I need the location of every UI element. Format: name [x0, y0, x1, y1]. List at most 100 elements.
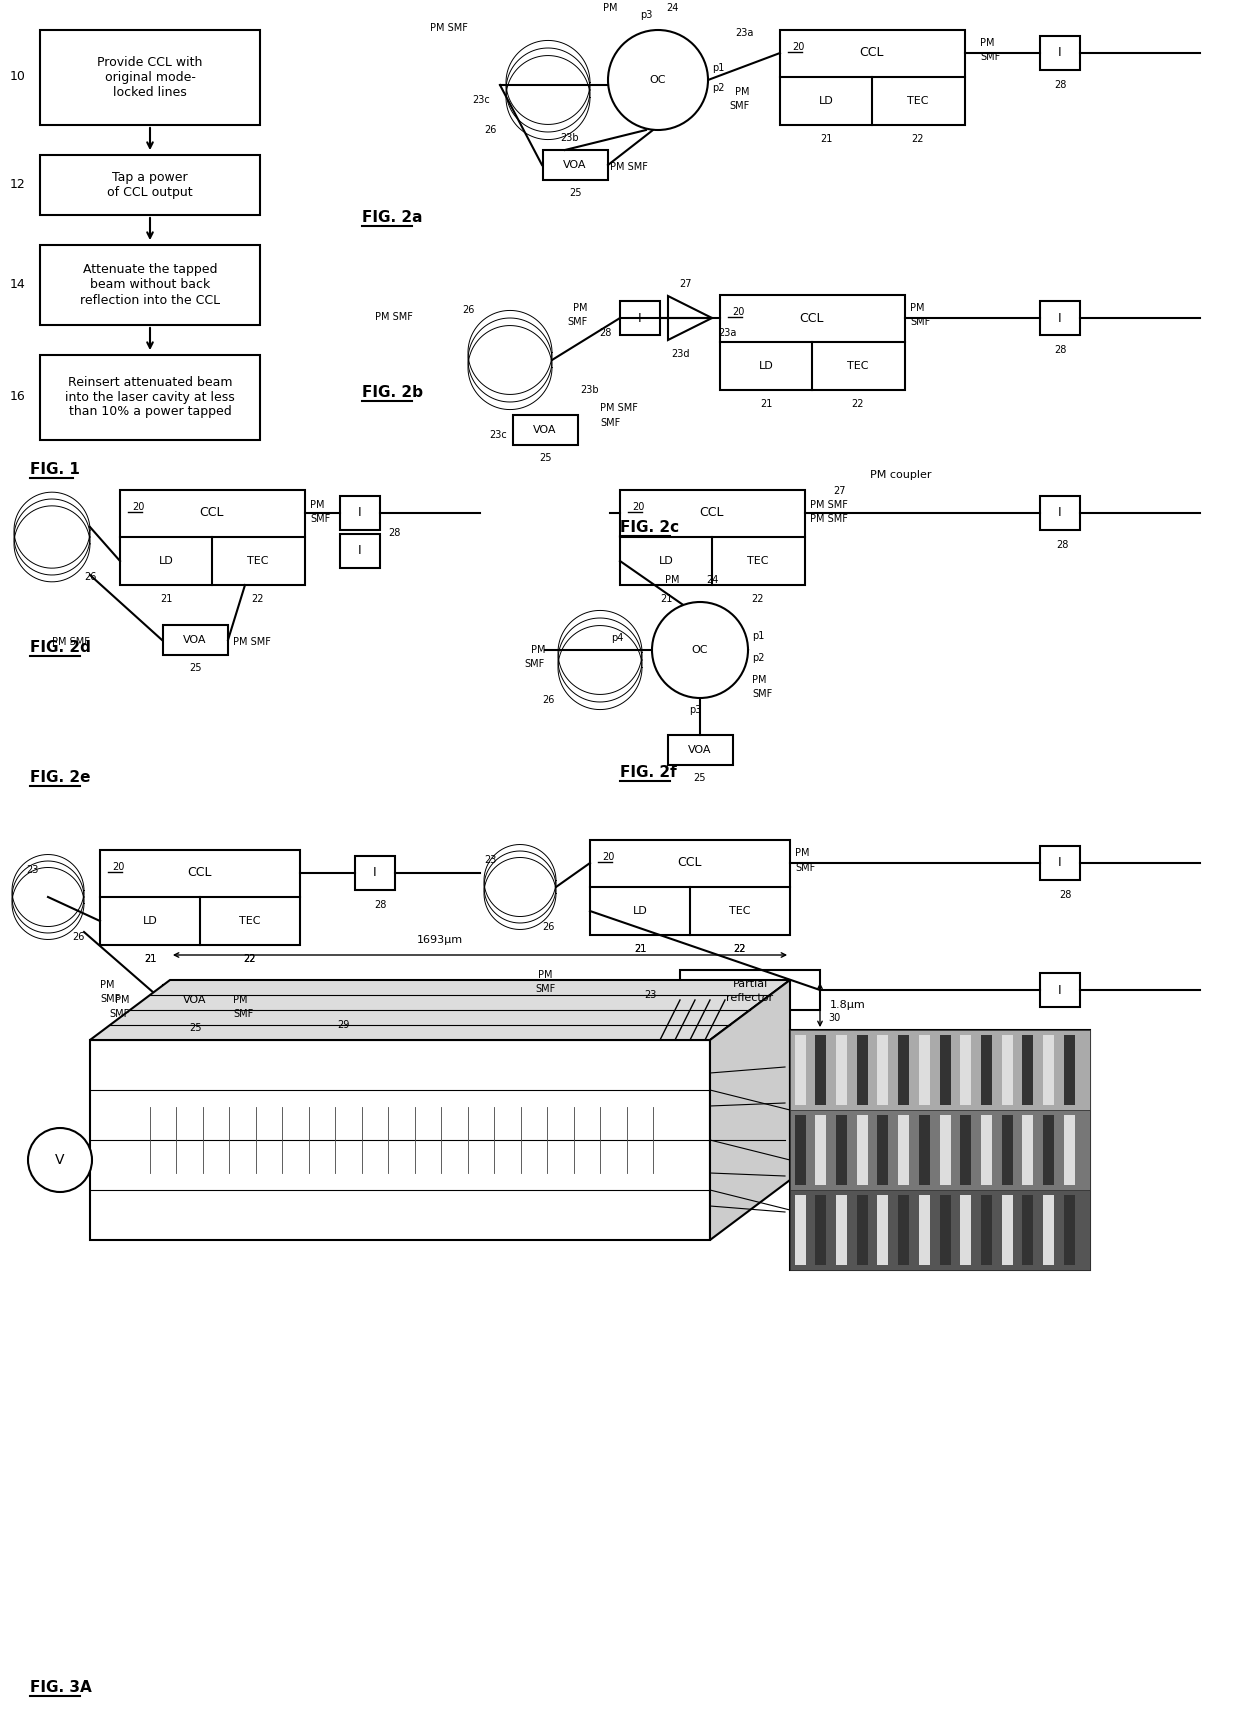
Text: 22: 22 — [244, 955, 257, 963]
Bar — [1064, 1036, 1075, 1104]
Text: p3: p3 — [688, 705, 701, 715]
Bar — [940, 1196, 951, 1265]
Bar — [919, 1115, 930, 1185]
Bar — [513, 415, 578, 445]
Text: 1693μm: 1693μm — [417, 936, 463, 944]
Text: Attenuate the tapped
beam without back
reflection into the CCL: Attenuate the tapped beam without back r… — [79, 264, 219, 307]
Text: 23b: 23b — [560, 133, 579, 143]
Text: PM SMF: PM SMF — [233, 638, 270, 648]
Bar — [960, 1115, 971, 1185]
Text: PM: PM — [115, 994, 130, 1005]
Text: 22: 22 — [852, 400, 864, 408]
Text: 22: 22 — [252, 594, 264, 605]
Text: 28: 28 — [1059, 891, 1071, 899]
Text: CCL: CCL — [859, 47, 884, 60]
Bar — [40, 245, 260, 326]
Text: p2: p2 — [751, 653, 765, 663]
Text: VOA: VOA — [184, 636, 207, 644]
Text: LD: LD — [759, 362, 774, 370]
Text: CCL: CCL — [200, 507, 224, 520]
Bar — [162, 986, 228, 1015]
Bar — [720, 295, 905, 389]
Text: OC: OC — [650, 76, 666, 84]
Text: 28: 28 — [1055, 539, 1068, 550]
Text: 21: 21 — [160, 594, 172, 605]
Text: 27: 27 — [678, 279, 691, 289]
Text: 21: 21 — [144, 955, 156, 963]
Text: I: I — [358, 544, 362, 558]
Text: I: I — [1058, 507, 1061, 520]
Bar — [1043, 1115, 1054, 1185]
Text: p1: p1 — [751, 631, 764, 641]
Text: VOA: VOA — [563, 160, 587, 171]
Text: V: V — [56, 1153, 64, 1166]
Text: 23: 23 — [644, 991, 656, 999]
Text: 27: 27 — [833, 486, 846, 496]
Text: 20: 20 — [792, 41, 805, 52]
Bar — [620, 302, 660, 334]
Bar — [960, 1196, 971, 1265]
Text: SMF: SMF — [110, 1010, 130, 1018]
Bar — [790, 1030, 1090, 1270]
Bar — [1064, 1115, 1075, 1185]
Text: FIG. 1: FIG. 1 — [30, 462, 79, 477]
Text: PM: PM — [910, 303, 925, 314]
Bar — [668, 736, 733, 765]
Text: PM: PM — [100, 980, 114, 991]
Text: SMF: SMF — [730, 102, 750, 110]
Text: 22: 22 — [734, 944, 746, 955]
Bar — [877, 1115, 888, 1185]
Text: PM: PM — [751, 675, 766, 686]
Bar — [340, 496, 379, 531]
Text: 25: 25 — [693, 774, 707, 782]
Text: 26: 26 — [461, 305, 474, 315]
Text: p2: p2 — [712, 83, 724, 93]
Bar — [100, 849, 300, 944]
Bar — [795, 1115, 806, 1185]
Text: PM coupler: PM coupler — [870, 470, 931, 481]
Text: 28: 28 — [599, 327, 611, 338]
Text: 28: 28 — [373, 899, 386, 910]
Text: SMF: SMF — [910, 317, 930, 327]
Text: TEC: TEC — [247, 557, 269, 565]
Bar — [815, 1196, 826, 1265]
Text: PM: PM — [233, 994, 248, 1005]
Text: 26: 26 — [84, 572, 97, 582]
Text: 23: 23 — [26, 865, 38, 875]
Text: SMF: SMF — [310, 513, 330, 524]
Text: I: I — [1058, 312, 1061, 324]
Bar — [355, 856, 396, 891]
Text: OC: OC — [692, 644, 708, 655]
Text: Tap a power
of CCL output: Tap a power of CCL output — [107, 171, 192, 198]
Text: 21: 21 — [760, 400, 773, 408]
Bar — [898, 1115, 909, 1185]
Text: I: I — [1058, 47, 1061, 60]
Circle shape — [608, 29, 708, 129]
Bar — [795, 1036, 806, 1104]
Bar — [960, 1036, 971, 1104]
Text: PM SMF: PM SMF — [810, 500, 848, 510]
Polygon shape — [91, 980, 790, 1041]
Text: p1: p1 — [712, 64, 724, 72]
Bar — [815, 1036, 826, 1104]
Text: 25: 25 — [569, 188, 582, 198]
Text: PM: PM — [795, 848, 810, 858]
Text: Partial: Partial — [733, 979, 768, 989]
Text: TEC: TEC — [908, 96, 929, 107]
Text: PM: PM — [665, 575, 680, 586]
Bar — [790, 1191, 1090, 1270]
Text: 21: 21 — [144, 955, 156, 963]
Text: PM: PM — [310, 500, 325, 510]
Text: 26: 26 — [542, 694, 554, 705]
Text: LD: LD — [818, 96, 833, 107]
Text: 14: 14 — [10, 279, 26, 291]
Text: FIG. 2c: FIG. 2c — [620, 520, 680, 536]
Text: PM: PM — [980, 38, 994, 48]
Text: p4: p4 — [611, 632, 624, 643]
Bar — [836, 1036, 847, 1104]
Text: I: I — [373, 867, 377, 879]
Bar — [877, 1036, 888, 1104]
Text: PM SMF: PM SMF — [610, 162, 647, 172]
Text: 23c: 23c — [490, 431, 507, 439]
Text: reflector: reflector — [727, 992, 774, 1003]
